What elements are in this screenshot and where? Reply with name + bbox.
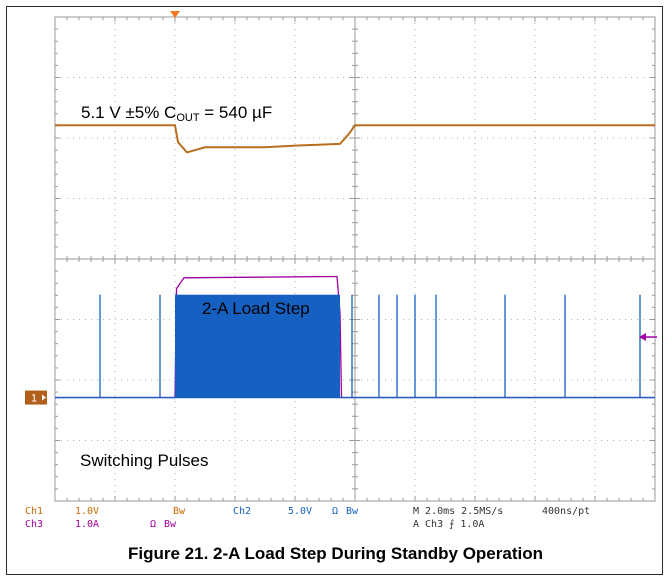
ch3-ohm: Ω xyxy=(150,519,157,530)
output-voltage-annotation: 5.1 V ±5% COUT = 540 µF xyxy=(81,103,273,124)
trigger-level-arrow xyxy=(639,333,646,342)
ch2-switching-burst xyxy=(175,294,340,398)
ch3-scale: 1.0A xyxy=(75,519,100,530)
timebase-readout: M 2.0ms 2.5MS/s xyxy=(413,506,504,517)
oscilloscope-display: 1 xyxy=(25,11,657,502)
markers: 1 xyxy=(25,11,657,405)
ch1-bw: Bw xyxy=(173,506,186,517)
graticule xyxy=(54,16,656,502)
ch1-ground-marker xyxy=(25,390,47,405)
traces xyxy=(55,124,655,399)
switching-pulses-annotation: Switching Pulses xyxy=(80,451,209,470)
ch2-bw: Bw xyxy=(346,506,359,517)
trigger-readout: A Ch3 ⨍ 1.0A xyxy=(413,519,485,530)
ch3-bw: Bw xyxy=(164,519,177,530)
ch1-marker-arrow xyxy=(42,394,46,401)
record-length-readout: 400ns/pt xyxy=(542,506,591,517)
ch1-label: Ch1 xyxy=(25,506,44,517)
load-step-annotation: 2-A Load Step xyxy=(202,299,310,318)
ch2-ohm: Ω xyxy=(332,506,339,517)
trigger-position-marker xyxy=(170,11,180,18)
ch1-marker-label: 1 xyxy=(31,393,37,405)
ch1-voltage-trace xyxy=(55,124,655,154)
ch2-label: Ch2 xyxy=(233,506,252,517)
ch3-label: Ch3 xyxy=(25,519,44,530)
figure-caption: Figure 21. 2-A Load Step During Standby … xyxy=(128,544,543,563)
ch2-scale: 5.0V xyxy=(288,506,313,517)
ch1-scale: 1.0V xyxy=(75,506,100,517)
figure-frame: 1 5.1 V ±5% COUT = 540 µF 2-A Load Step … xyxy=(6,6,663,575)
